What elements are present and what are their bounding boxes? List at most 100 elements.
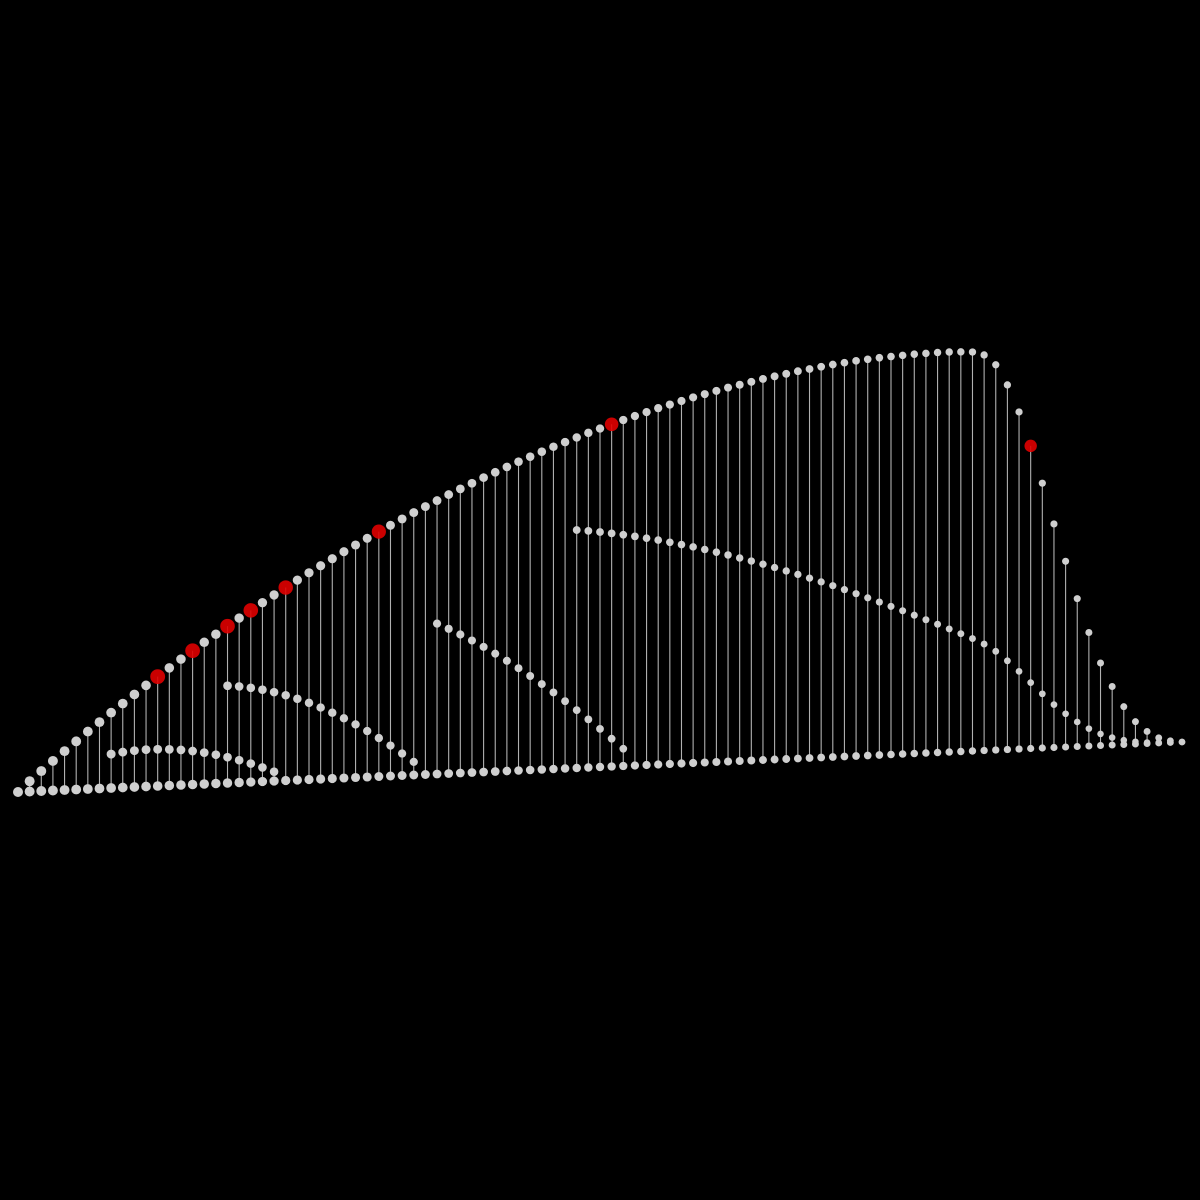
highlighted-node	[150, 669, 166, 685]
inner-node	[153, 744, 163, 754]
top-node	[327, 554, 337, 564]
base-node	[94, 783, 105, 794]
highlighted-node	[220, 618, 235, 634]
highlighted-node	[185, 643, 200, 659]
base-node	[257, 776, 268, 787]
base-node	[292, 775, 302, 785]
top-node	[793, 367, 802, 376]
inner-node	[258, 763, 267, 772]
inner-node	[619, 744, 628, 753]
top-node	[584, 428, 593, 438]
top-node	[840, 358, 849, 367]
top-node	[992, 361, 1000, 369]
base-node	[502, 766, 512, 776]
inner-node	[234, 682, 244, 691]
inner-node	[759, 560, 767, 568]
top-node	[385, 520, 395, 530]
inner-node	[654, 536, 663, 544]
top-node	[654, 404, 663, 413]
top-node	[1131, 718, 1139, 726]
inner-node	[607, 734, 616, 743]
top-node	[1062, 557, 1070, 565]
base-node	[152, 781, 163, 791]
inner-node	[118, 747, 128, 757]
base-node	[1097, 741, 1105, 750]
top-node	[595, 424, 605, 433]
base-node	[840, 752, 849, 761]
base-node	[24, 786, 35, 797]
top-node	[490, 467, 500, 477]
inner-node	[106, 749, 116, 759]
top-node	[211, 629, 221, 639]
base-node	[957, 747, 965, 756]
top-node	[1073, 595, 1081, 603]
base-node	[689, 758, 698, 768]
inner-node	[782, 567, 790, 575]
top-node	[1155, 734, 1163, 742]
base-node	[420, 770, 430, 779]
base-node	[607, 762, 616, 771]
inner-node	[561, 697, 570, 706]
inner-node	[281, 690, 290, 700]
base-node	[304, 774, 314, 785]
top-node	[339, 547, 349, 557]
base-node	[479, 767, 488, 777]
top-node	[1003, 381, 1012, 389]
inner-node	[922, 616, 930, 624]
inner-node	[526, 672, 535, 680]
inner-node	[246, 683, 256, 693]
base-node	[444, 769, 454, 778]
base-node	[1015, 745, 1023, 753]
base-node	[619, 761, 628, 771]
inner-node	[1120, 736, 1128, 744]
inner-node	[666, 538, 674, 547]
inner-node	[304, 698, 314, 708]
top-node	[712, 386, 721, 395]
base-node	[47, 785, 58, 796]
top-node	[397, 514, 407, 524]
base-node	[817, 753, 826, 762]
inner-node	[619, 530, 628, 539]
top-node	[630, 411, 640, 421]
inner-node	[980, 640, 988, 648]
top-node	[82, 726, 93, 737]
top-node	[817, 362, 826, 371]
top-node	[432, 496, 442, 505]
inner-node	[1027, 679, 1035, 687]
highlighted-node	[371, 524, 386, 539]
base-node	[654, 760, 663, 769]
inner-node	[211, 750, 221, 760]
top-node	[106, 707, 116, 718]
inner-node	[1062, 710, 1069, 718]
top-node	[1120, 703, 1128, 711]
inner-node	[910, 611, 918, 619]
top-node	[828, 360, 837, 369]
inner-node	[223, 752, 232, 762]
top-node	[700, 390, 709, 399]
inner-node	[1167, 739, 1174, 746]
inner-node	[969, 635, 976, 642]
base-node	[898, 750, 907, 758]
base-node	[852, 752, 860, 760]
inner-node	[397, 749, 407, 758]
top-node	[409, 508, 419, 518]
base-node	[922, 749, 930, 757]
base-node	[910, 749, 919, 758]
top-node	[502, 462, 512, 472]
base-node	[362, 772, 372, 782]
inner-node	[141, 745, 151, 755]
top-node	[758, 374, 767, 383]
base-node	[700, 758, 709, 767]
base-node	[980, 746, 988, 755]
inner-node	[246, 759, 256, 768]
inner-node	[164, 744, 174, 754]
inner-node	[351, 720, 360, 729]
base-node	[1085, 742, 1093, 750]
base-node	[187, 779, 198, 790]
inner-node	[934, 620, 942, 628]
base-node	[992, 746, 1000, 754]
base-node	[782, 755, 791, 763]
top-node	[351, 540, 361, 550]
top-node	[677, 396, 686, 406]
base-node	[560, 764, 570, 773]
